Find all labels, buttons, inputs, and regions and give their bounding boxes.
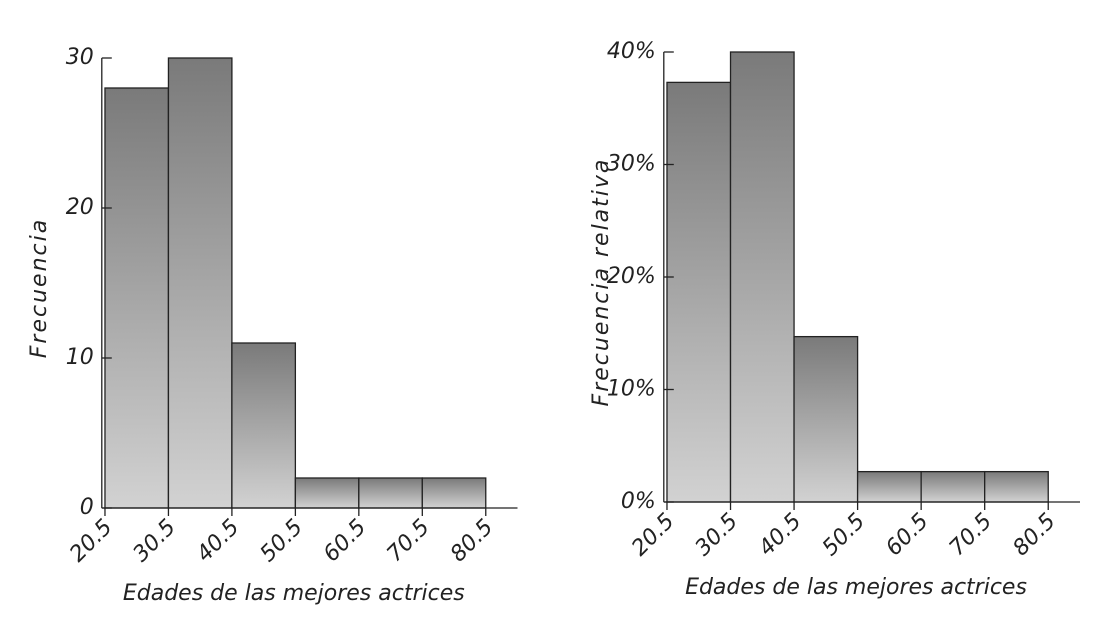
bar [104, 87, 170, 509]
y-tick-label: 20 [66, 195, 94, 220]
x-tick-label: 60.5 [319, 515, 371, 567]
y-tick-label: 40% [607, 39, 656, 64]
bar [984, 470, 1049, 503]
x-axis-label: Edades de las mejores actrices [123, 581, 465, 606]
y-tick-label: 30% [607, 152, 656, 177]
x-tick-label: 40.5 [192, 515, 244, 567]
bar [920, 470, 986, 503]
bar [294, 477, 360, 509]
bar [666, 81, 732, 503]
x-tick-label: 20.5 [627, 509, 679, 561]
y-axis-label: Frecuencia relativa [589, 158, 614, 407]
x-tick-label: 40.5 [754, 509, 806, 561]
bar [167, 57, 233, 509]
bar [856, 470, 922, 503]
x-tick-label: 60.5 [881, 509, 933, 561]
x-tick-label: 70.5 [945, 509, 997, 561]
y-axis-label: Frecuencia [27, 218, 52, 358]
bar [358, 477, 423, 509]
bar [793, 335, 859, 503]
x-tick-label: 50.5 [256, 515, 308, 567]
x-tick-label: 30.5 [129, 515, 181, 567]
y-tick-label: 0 [80, 495, 94, 520]
y-tick-label: 30 [66, 45, 94, 70]
x-tick-label: 80.5 [446, 515, 498, 567]
y-tick-label: 10 [66, 345, 94, 370]
y-tick-label: 20% [607, 264, 656, 289]
x-tick-label: 80.5 [1008, 509, 1060, 561]
y-tick-label: 0% [621, 489, 656, 514]
x-tick-label: 30.5 [691, 509, 743, 561]
bar [729, 51, 795, 503]
y-tick-label: 10% [607, 377, 656, 402]
x-axis-label: Edades de las mejores actrices [685, 575, 1027, 600]
x-tick-label: 70.5 [382, 515, 434, 567]
bar [231, 342, 297, 509]
bar [421, 477, 487, 509]
x-tick-label: 20.5 [65, 515, 117, 567]
x-tick-label: 50.5 [818, 509, 870, 561]
